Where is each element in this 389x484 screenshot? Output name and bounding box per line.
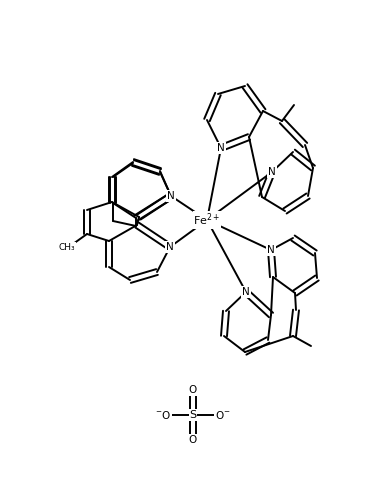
Text: N: N: [267, 245, 275, 255]
Text: N: N: [166, 242, 174, 252]
Text: S: S: [189, 410, 196, 420]
Text: O: O: [189, 435, 197, 445]
Text: N: N: [217, 143, 225, 153]
Text: O: O: [189, 385, 197, 395]
Text: N: N: [242, 287, 250, 297]
Text: Fe$^{2+}$: Fe$^{2+}$: [193, 212, 221, 228]
Text: Fe$^{2+}$: Fe$^{2+}$: [193, 212, 221, 228]
Text: N: N: [167, 191, 175, 201]
Text: $^{-}$O: $^{-}$O: [155, 409, 171, 421]
Text: CH₃: CH₃: [59, 242, 75, 252]
Text: N: N: [268, 167, 276, 177]
Text: O$^{-}$: O$^{-}$: [215, 409, 231, 421]
